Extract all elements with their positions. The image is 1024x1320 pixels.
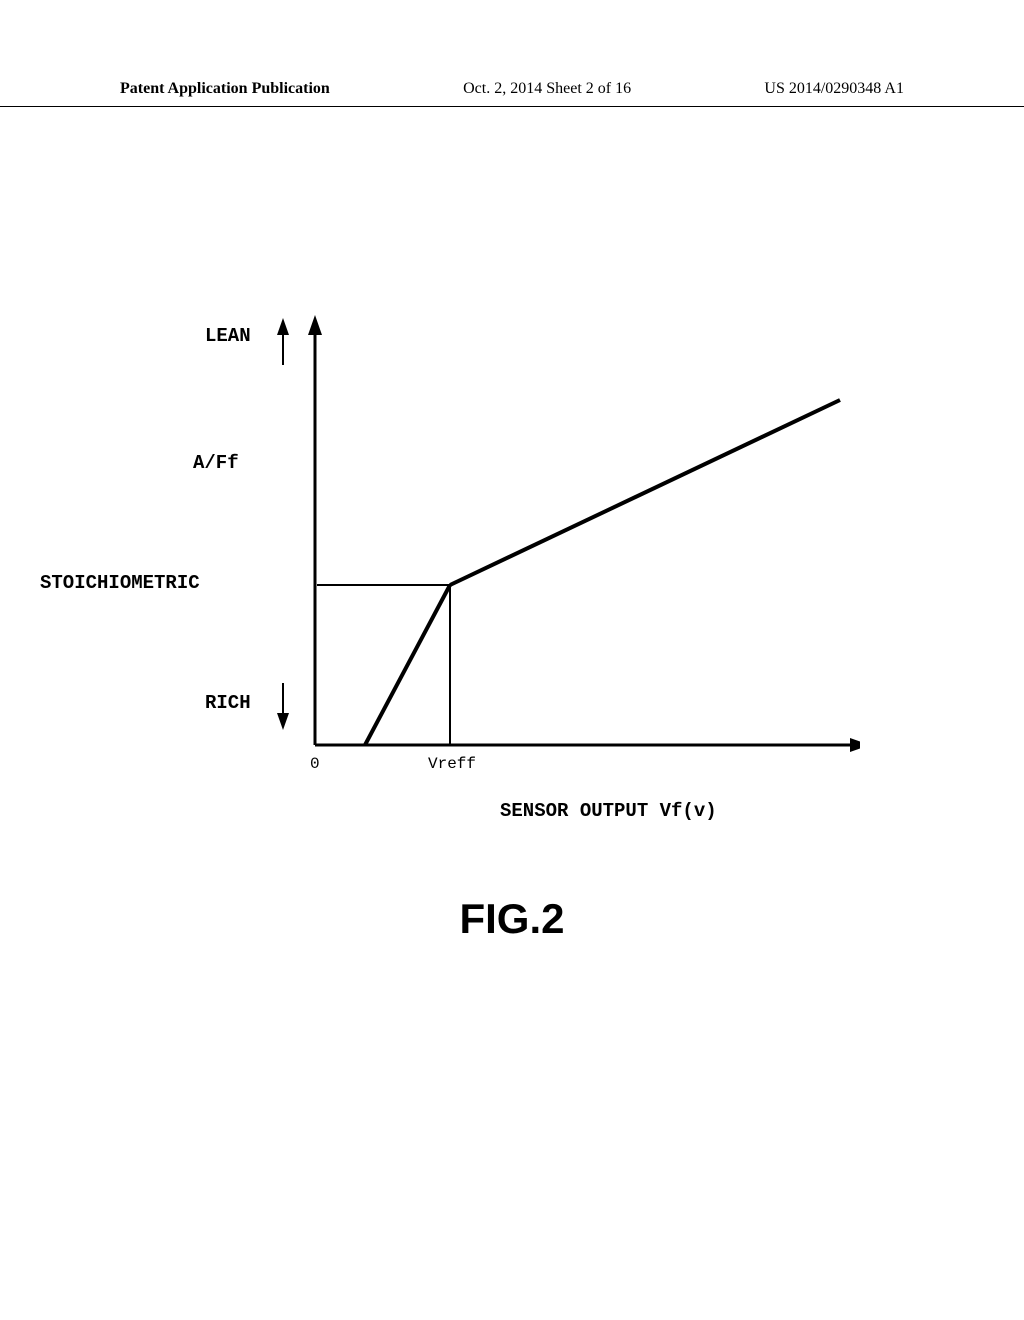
header-right: US 2014/0290348 A1 <box>764 80 904 98</box>
y-axis-arrow <box>308 315 322 335</box>
patent-page: Patent Application Publication Oct. 2, 2… <box>0 0 1024 1320</box>
lean-arrow-head <box>277 318 289 335</box>
x-axis-label: SENSOR OUTPUT Vf(v) <box>500 800 717 822</box>
header-left: Patent Application Publication <box>120 80 330 98</box>
y-label-aff: A/Ff <box>193 452 239 474</box>
rich-arrow-head <box>277 713 289 730</box>
page-header: Patent Application Publication Oct. 2, 2… <box>0 80 1024 107</box>
header-center: Oct. 2, 2014 Sheet 2 of 16 <box>463 80 631 98</box>
x-tick-vreff: Vreff <box>428 755 476 773</box>
x-tick-0: 0 <box>310 755 320 773</box>
data-segment-lean <box>450 400 840 585</box>
sensor-chart: LEAN A/Ff STOICHIOMETRIC RICH 0 Vreff SE… <box>160 305 860 855</box>
y-label-stoich: STOICHIOMETRIC <box>40 572 200 594</box>
chart-svg <box>160 305 860 855</box>
y-label-rich: RICH <box>205 692 251 714</box>
y-label-lean: LEAN <box>205 325 251 347</box>
figure-label: FIG.2 <box>459 895 564 943</box>
x-axis-arrow <box>850 738 860 752</box>
data-segment-rich <box>365 585 450 745</box>
